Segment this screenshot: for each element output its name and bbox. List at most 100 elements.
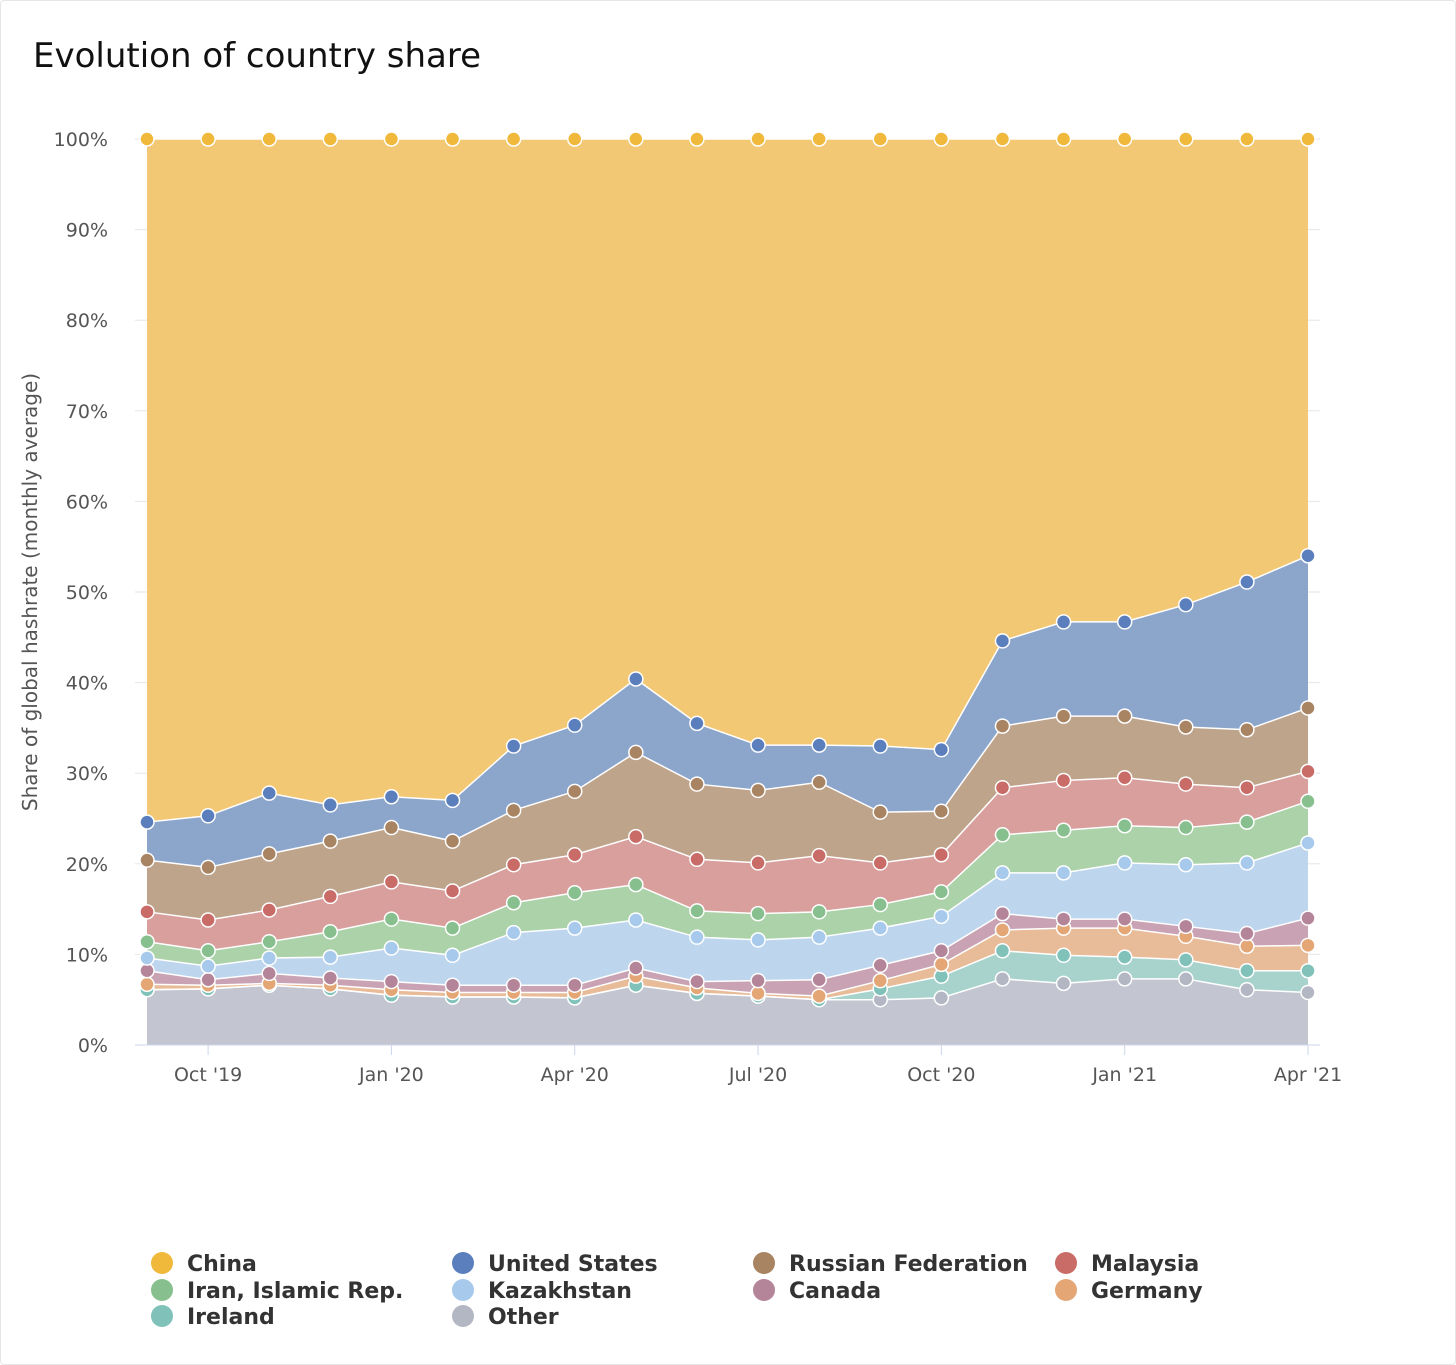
data-point [383, 131, 400, 147]
data-point [1055, 947, 1072, 964]
series-line [146, 707, 1309, 869]
legend-label: Malaysia [1091, 1252, 1199, 1277]
y-tick-label: 40% [66, 673, 108, 695]
data-point [200, 808, 216, 824]
data-point [383, 973, 400, 990]
legend-label: Canada [789, 1279, 881, 1304]
data-point [383, 911, 400, 927]
series-line [146, 912, 1309, 986]
data-point [1300, 937, 1316, 954]
data-point [200, 912, 216, 928]
data-point [200, 131, 216, 147]
data-point [1300, 131, 1316, 147]
legend-marker-icon [452, 1279, 474, 1301]
data-point [200, 972, 216, 988]
y-tick-label: 80% [66, 310, 108, 332]
data-point [872, 131, 889, 147]
legend-label: China [187, 1252, 257, 1277]
legend-marker-icon [753, 1252, 775, 1274]
area-kazakhstan [147, 842, 1308, 986]
legend-item[interactable]: Iran, Islamic Rep. [151, 1279, 403, 1304]
x-tick-label: Oct '19 [174, 1064, 242, 1086]
data-point [1178, 856, 1194, 873]
data-point [1178, 719, 1194, 735]
data-point [139, 131, 155, 147]
legend-label: Other [488, 1305, 559, 1330]
data-point [628, 912, 644, 928]
data-point [933, 908, 950, 925]
data-point [261, 933, 277, 950]
legend-item[interactable]: China [151, 1252, 257, 1277]
data-point [1300, 793, 1316, 810]
data-point [1178, 952, 1194, 968]
data-point [444, 833, 461, 849]
data-point [444, 131, 461, 147]
x-tick-label: Apr '20 [541, 1064, 609, 1086]
data-point [1300, 763, 1316, 780]
legend-marker-icon [151, 1305, 173, 1327]
data-point [1116, 949, 1133, 965]
data-point [200, 958, 216, 974]
data-point [628, 131, 644, 147]
data-point [1116, 971, 1133, 987]
data-point [139, 976, 155, 993]
data-point [1239, 131, 1255, 147]
data-point [689, 715, 705, 732]
data-point [1300, 984, 1316, 1001]
data-point [933, 131, 950, 147]
data-point [1178, 776, 1194, 792]
data-point [811, 774, 827, 791]
data-point [261, 902, 277, 918]
data-point [1055, 865, 1072, 881]
y-tick-label: 30% [66, 763, 108, 785]
area-russian-federation [147, 707, 1308, 920]
data-point [933, 990, 950, 1006]
legend-marker-icon [452, 1305, 474, 1327]
legend-marker-icon [151, 1252, 173, 1274]
data-point [811, 737, 827, 753]
data-point [383, 874, 400, 890]
data-point [505, 895, 522, 911]
series-line [146, 927, 1309, 997]
legend-item[interactable]: Other [452, 1305, 559, 1330]
x-tick-label: Jan '21 [1091, 1064, 1157, 1086]
legend-label: United States [488, 1252, 658, 1277]
data-point [139, 962, 155, 979]
area-united-states [147, 555, 1308, 868]
data-point [322, 888, 339, 905]
legend-label: Ireland [187, 1305, 275, 1330]
x-tick-label: Oct '20 [907, 1064, 975, 1086]
legend-item[interactable]: Canada [753, 1279, 881, 1304]
area-iran-islamic-rep- [147, 801, 1308, 967]
y-tick-label: 50% [66, 582, 108, 604]
area-china [147, 139, 1308, 823]
data-point [505, 924, 522, 941]
data-point [566, 783, 583, 800]
legend-item[interactable]: Russian Federation [753, 1252, 1028, 1277]
legend-marker-icon [1055, 1279, 1077, 1301]
data-point [1116, 614, 1133, 630]
data-point [261, 965, 277, 982]
legend-item[interactable]: Germany [1055, 1279, 1203, 1304]
data-point [1300, 962, 1316, 979]
data-point [872, 896, 889, 913]
data-point [1055, 708, 1072, 724]
data-point [750, 855, 766, 871]
legend-item[interactable]: Malaysia [1055, 1252, 1199, 1277]
legend-label: Kazakhstan [488, 1279, 632, 1304]
legend-marker-icon [151, 1279, 173, 1301]
legend-item[interactable]: Ireland [151, 1305, 275, 1330]
data-point [811, 904, 827, 920]
data-point [261, 785, 277, 801]
area-germany [147, 928, 1308, 1000]
legend-item[interactable]: United States [452, 1252, 658, 1277]
legend-item[interactable]: Kazakhstan [452, 1279, 632, 1304]
data-point [200, 943, 216, 959]
data-point [872, 920, 889, 936]
data-point [322, 797, 339, 813]
data-point [811, 131, 827, 147]
data-point [566, 885, 583, 901]
data-point [750, 932, 766, 948]
data-point [811, 847, 827, 864]
data-point [933, 803, 950, 820]
